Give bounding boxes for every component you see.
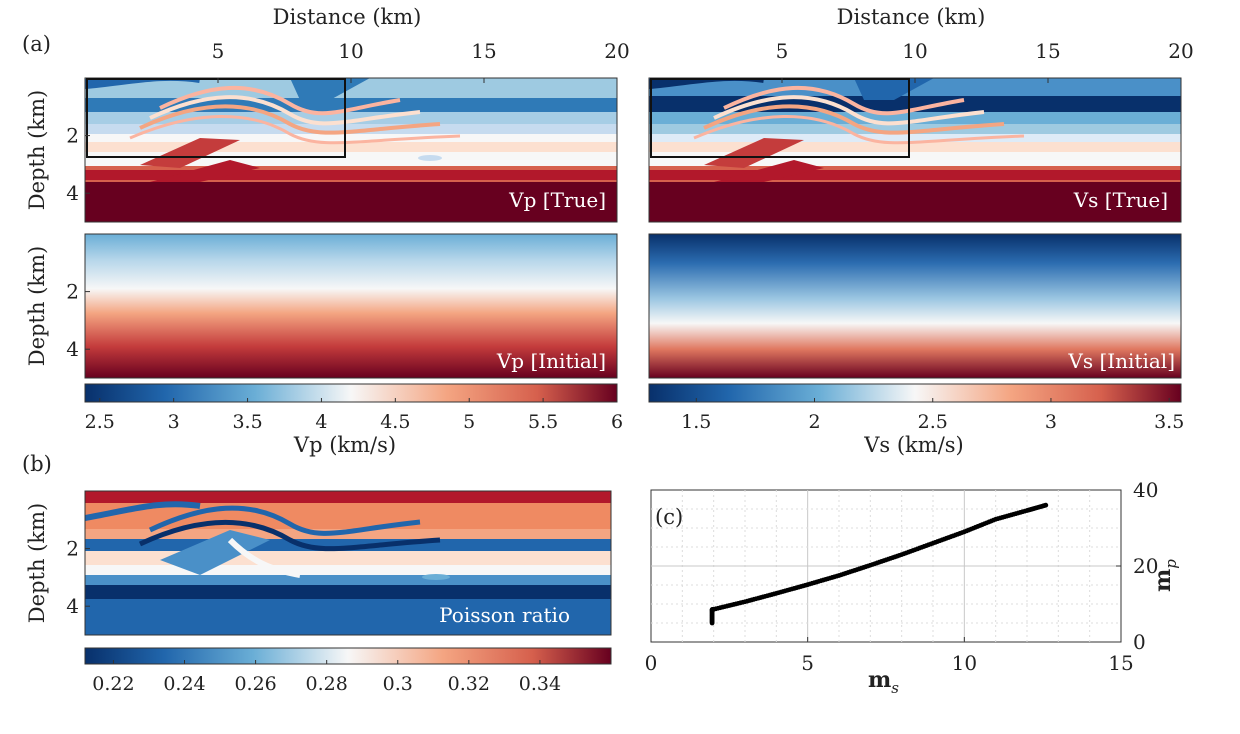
x-tick-label: 15 <box>471 39 496 63</box>
scatter-xlabel-sub: s <box>891 679 899 697</box>
y-tick-label: 2 <box>66 537 79 561</box>
vs-initial-panel: Vs [Initial] <box>648 233 1182 379</box>
scatter-grid <box>651 490 1121 642</box>
y-tick-label: 4 <box>66 181 79 205</box>
panel-label-a: (a) <box>22 32 51 56</box>
vp-initial-label: Vp [Initial] <box>496 349 606 373</box>
x-tick-label: 15 <box>1035 39 1060 63</box>
colorbar-tick-label: 5.5 <box>528 411 558 433</box>
panel-label-b: (b) <box>22 452 52 476</box>
x-tick-label: 15 <box>1108 651 1133 675</box>
vs-true-label: Vs [True] <box>1073 188 1168 212</box>
x-tick-label: 0 <box>645 651 658 675</box>
colorbar-tick-label: 3.5 <box>1154 411 1184 433</box>
vp-initial-ylabel: Depth (km) <box>25 246 49 366</box>
scatter-y-ticks: 0 20 40 <box>1116 478 1158 654</box>
vp-true-panel: Vp [True] 5 10 15 20 Distance (km) 24 Depth… <box>25 5 630 223</box>
vp-true-y-ticks: 24 <box>66 124 90 205</box>
colorbar-tick-label: 5 <box>463 411 475 433</box>
scatter-ylabel: mp <box>1150 559 1180 592</box>
scatter-ylabel-main: m <box>1150 569 1176 592</box>
scatter-xlabel-main: m <box>868 667 891 693</box>
x-tick-label: 10 <box>902 39 927 63</box>
vs-colorbar-ticks: 1.5 2 2.5 3 3.5 <box>681 398 1184 433</box>
poisson-y-ticks: 24 <box>66 537 90 618</box>
vp-true-highlight-box <box>86 78 346 158</box>
data-point <box>1043 502 1049 508</box>
colorbar-tick-label: 0.22 <box>92 673 134 695</box>
vs-true-highlight-box <box>650 78 910 158</box>
colorbar-tick-label: 4 <box>315 411 327 433</box>
colorbar-tick-label: 0.34 <box>519 673 561 695</box>
vp-colorbar: 2.5 3 3.5 4 4.5 5 5.5 6 Vp (km/s) <box>84 383 623 457</box>
colorbar-tick-label: 1.5 <box>681 411 711 433</box>
colorbar-tick-label: 6 <box>611 411 623 433</box>
colorbar-tick-label: 0.28 <box>306 673 348 695</box>
scatter-x-ticks: 0 5 10 15 <box>645 637 1134 675</box>
y-tick-label: 2 <box>66 280 79 304</box>
poisson-ylabel: Depth (km) <box>25 503 49 623</box>
y-tick-label: 0 <box>1133 630 1146 654</box>
colorbar-tick-label: 2.5 <box>918 411 948 433</box>
vp-true-label: Vp [True] <box>508 188 606 212</box>
x-tick-label: 5 <box>801 651 814 675</box>
colorbar-tick-label: 0.26 <box>234 673 276 695</box>
colorbar-tick-label: 3 <box>168 411 180 433</box>
colorbar-tick-label: 2.5 <box>85 411 115 433</box>
vp-true-ylabel: Depth (km) <box>25 90 49 210</box>
colorbar-tick-label: 3 <box>1045 411 1057 433</box>
vp-true-x-ticks: 5 10 15 20 <box>212 39 630 83</box>
vs-initial-label: Vs [Initial] <box>1067 349 1175 373</box>
x-tick-label: 5 <box>212 39 225 63</box>
vp-colorbar-ticks: 2.5 3 3.5 4 4.5 5 5.5 6 <box>85 398 623 433</box>
poisson-label: Poisson ratio <box>439 603 570 627</box>
scatter-points <box>709 502 1049 626</box>
vp-colorbar-label: Vp (km/s) <box>293 433 396 457</box>
vp-initial-panel: Vp [Initial] 24 Depth (km) <box>25 233 618 379</box>
y-tick-label: 4 <box>66 594 79 618</box>
y-tick-label: 20 <box>1133 554 1158 578</box>
poisson-panel: Poisson ratio 24 Depth (km) <box>25 490 612 636</box>
colorbar-tick-label: 3.5 <box>232 411 262 433</box>
vs-true-xlabel: Distance (km) <box>837 5 986 29</box>
colorbar-tick-label: 0.32 <box>448 673 490 695</box>
colorbar-tick-label: 0.3 <box>383 673 413 695</box>
y-tick-label: 4 <box>66 337 79 361</box>
colorbar-tick-label: 0.24 <box>163 673 205 695</box>
x-tick-label: 20 <box>1168 39 1193 63</box>
scatter-ylabel-sub: p <box>1162 559 1180 569</box>
scatter-xlabel: ms <box>868 667 899 697</box>
vp-true-xlabel: Distance (km) <box>273 5 422 29</box>
poisson-colorbar: 0.22 0.24 0.26 0.28 0.3 0.32 0.34 <box>84 647 612 695</box>
vs-colorbar: 1.5 2 2.5 3 3.5 Vs (km/s) <box>648 383 1184 457</box>
x-tick-label: 5 <box>776 39 789 63</box>
y-tick-label: 2 <box>66 124 79 148</box>
vp-initial-y-ticks: 24 <box>66 280 90 361</box>
vs-colorbar-label: Vs (km/s) <box>863 433 964 457</box>
poisson-colorbar-ticks: 0.22 0.24 0.26 0.28 0.3 0.32 0.34 <box>92 660 561 695</box>
x-tick-label: 10 <box>338 39 363 63</box>
vs-true-panel: Vs [True] 5 10 15 20 Distance (km) <box>648 5 1194 223</box>
y-tick-label: 40 <box>1133 478 1158 502</box>
x-tick-label: 20 <box>604 39 629 63</box>
x-tick-label: 10 <box>952 651 977 675</box>
panel-label-c: (c) <box>655 505 683 529</box>
colorbar-tick-label: 2 <box>808 411 820 433</box>
vs-true-x-ticks: 5 10 15 20 <box>776 39 1194 83</box>
colorbar-tick-label: 4.5 <box>380 411 410 433</box>
